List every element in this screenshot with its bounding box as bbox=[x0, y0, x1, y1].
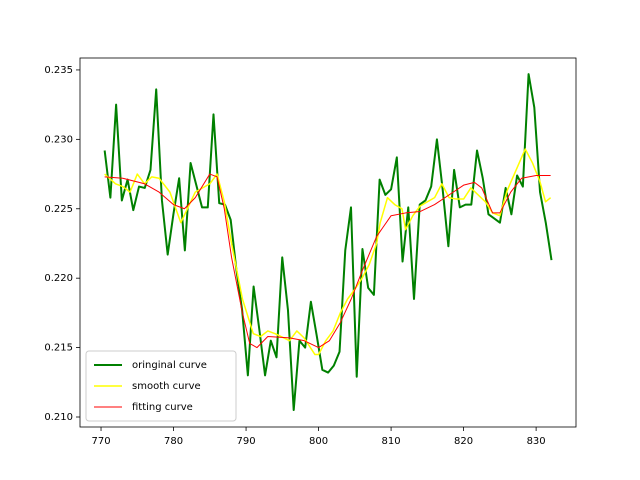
series-line bbox=[104, 173, 551, 349]
legend-label: oringinal curve bbox=[132, 360, 207, 371]
legend-label: smooth curve bbox=[132, 381, 201, 392]
legend: oringinal curve smooth curve fitting curve bbox=[85, 350, 237, 422]
series-line bbox=[103, 73, 553, 412]
y-tick-label: 0.210 bbox=[44, 412, 73, 423]
x-tick-label: 770 bbox=[91, 436, 110, 447]
x-tick-label: 810 bbox=[382, 436, 401, 447]
x-tick-label: 820 bbox=[454, 436, 473, 447]
y-tick-label: 0.215 bbox=[44, 343, 73, 354]
plot-frame bbox=[79, 57, 577, 428]
y-tick-label: 0.230 bbox=[44, 134, 73, 145]
x-tick-label: 790 bbox=[237, 436, 256, 447]
x-tick-label: 780 bbox=[164, 436, 183, 447]
y-tick-label: 0.225 bbox=[44, 204, 73, 215]
legend-label: fitting curve bbox=[132, 402, 193, 413]
legend-box bbox=[85, 350, 237, 422]
y-tick-label: 0.220 bbox=[44, 273, 73, 284]
y-tick-label: 0.235 bbox=[44, 65, 73, 76]
x-tick-label: 830 bbox=[527, 436, 546, 447]
series-line bbox=[104, 148, 552, 356]
x-tick-label: 800 bbox=[309, 436, 328, 447]
